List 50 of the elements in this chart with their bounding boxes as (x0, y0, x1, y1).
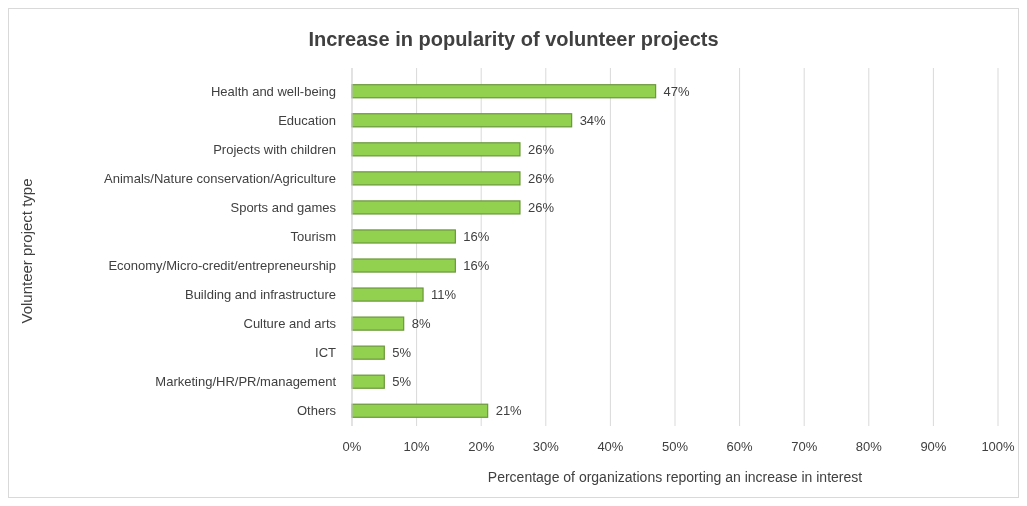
y-tick-label: Culture and arts (243, 316, 337, 332)
bar (351, 287, 424, 302)
bar (351, 113, 573, 128)
data-label: 21% (495, 403, 523, 419)
y-tick-label: Animals/Nature conservation/Agriculture (104, 170, 336, 186)
x-tick-label: 30% (532, 439, 560, 454)
y-tick-label: Sports and games (230, 199, 337, 215)
data-label: 26% (527, 141, 555, 157)
y-tick-label: Marketing/HR/PR/management (155, 374, 337, 390)
x-tick-label: 70% (791, 439, 818, 454)
data-label: 26% (527, 170, 555, 186)
data-label: 8% (411, 316, 431, 332)
x-tick-label: 0% (342, 439, 362, 454)
bar (351, 84, 657, 99)
x-tick-label: 10% (403, 439, 431, 454)
data-label: 26% (527, 199, 555, 215)
bar (351, 142, 521, 157)
bar (351, 229, 456, 244)
data-label: 5% (392, 345, 412, 361)
bar (351, 374, 385, 389)
x-tick-label: 80% (855, 439, 883, 454)
x-tick-label: 20% (468, 439, 495, 454)
bar (351, 403, 489, 418)
y-tick-label: Others (296, 403, 337, 419)
data-label: 47% (663, 83, 691, 99)
x-axis-title: Percentage of organizations reporting an increase in interest (487, 469, 863, 485)
y-tick-label: Economy/Micro-credit/entrepreneurship (108, 258, 336, 274)
x-tick-label: 90% (920, 439, 947, 454)
data-label: 11% (431, 287, 457, 303)
x-tick-label: 40% (597, 439, 624, 454)
data-label: 5% (392, 374, 412, 390)
bar (351, 345, 385, 360)
x-tick-label: 50% (661, 439, 689, 454)
bar (351, 171, 521, 186)
chart-title: Increase in popularity of volunteer projects (308, 28, 719, 50)
x-tick-label: 100% (981, 439, 1016, 454)
y-tick-label: Building and infrastructure (184, 287, 336, 303)
y-axis-title: Volunteer project type (18, 178, 35, 324)
data-label: 16% (463, 229, 490, 245)
y-tick-label: Projects with children (213, 141, 336, 157)
bar (351, 258, 456, 273)
y-tick-label: Education (278, 112, 336, 128)
y-tick-label: ICT (315, 345, 337, 361)
y-tick-label: Health and well-being (210, 83, 336, 99)
bar (351, 200, 521, 215)
y-tick-label: Tourism (290, 229, 336, 245)
bar (351, 316, 405, 331)
x-tick-label: 60% (726, 439, 754, 454)
data-label: 16% (463, 258, 490, 274)
data-label: 34% (579, 112, 607, 128)
